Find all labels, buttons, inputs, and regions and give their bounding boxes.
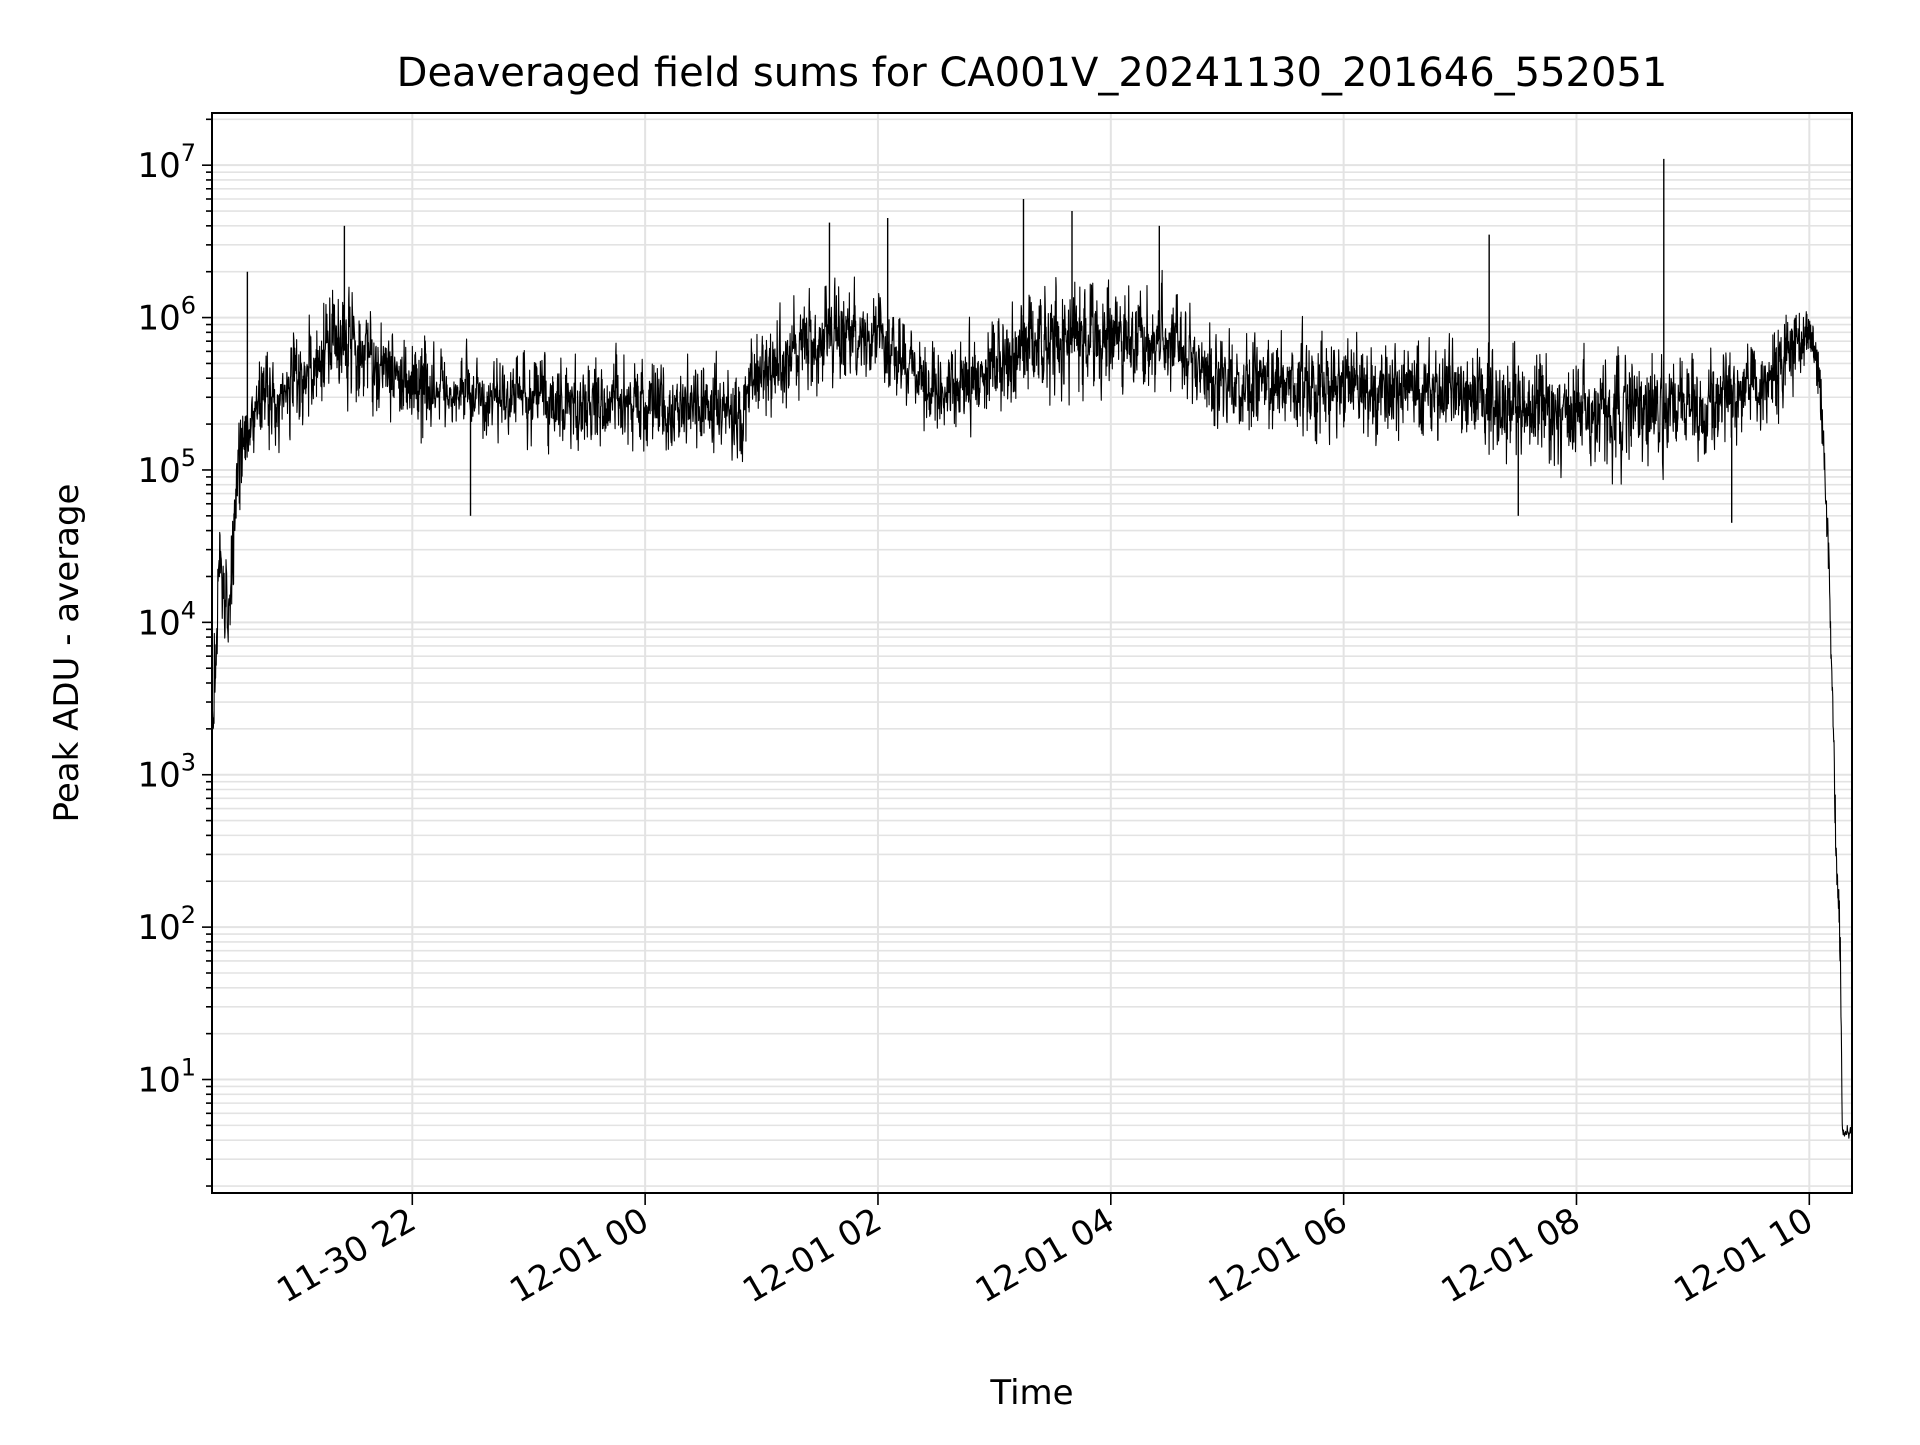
y-tick-label: 101 [137,1054,196,1101]
y-tick-label: 107 [137,139,196,186]
data-series [211,158,1853,1139]
y-tick-label: 104 [137,596,196,643]
plot-frame [211,112,1853,1194]
x-axis-label: Time [989,1373,1073,1413]
y-axis-label: Peak ADU - average [47,484,87,823]
chart-title: Deaveraged field sums for CA001V_2024113… [397,50,1668,96]
y-tick-label: 106 [137,292,196,339]
series-line [211,269,1853,1139]
y-tick-label: 103 [137,749,196,796]
y-tick-label: 105 [137,444,196,491]
y-tick-label: 102 [137,901,196,948]
